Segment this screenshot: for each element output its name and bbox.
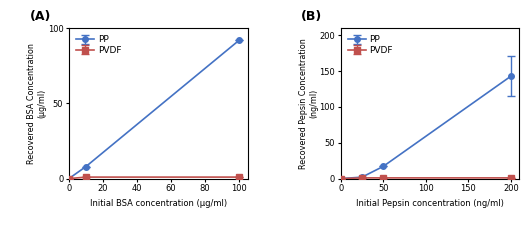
Text: (A): (A): [30, 10, 51, 23]
Y-axis label: Recovered Pepsin Concentration
(ng/ml): Recovered Pepsin Concentration (ng/ml): [298, 38, 318, 169]
Legend: PP, PVDF: PP, PVDF: [74, 33, 124, 58]
X-axis label: Initial Pepsin concentration (ng/ml): Initial Pepsin concentration (ng/ml): [356, 199, 504, 208]
Text: (B): (B): [301, 10, 323, 23]
Legend: PP, PVDF: PP, PVDF: [345, 33, 396, 58]
X-axis label: Initial BSA concentration (μg/ml): Initial BSA concentration (μg/ml): [90, 199, 227, 208]
Y-axis label: Recovered BSA Concentration
(μg/ml): Recovered BSA Concentration (μg/ml): [27, 43, 46, 164]
